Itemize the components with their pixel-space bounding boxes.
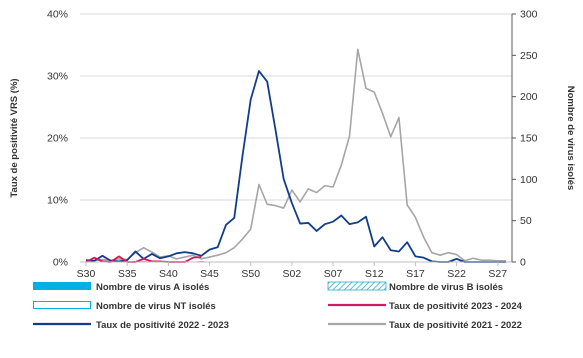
legend-item-rate-2021-2022: Taux de positivité 2021 - 2022 <box>328 320 522 331</box>
legend-item-virus-a: Nombre de virus A isolés <box>33 282 209 293</box>
y-right-tick-label: 150 <box>520 133 538 145</box>
legend-label-rate-2021-2022: Taux de positivité 2021 - 2022 <box>389 320 522 331</box>
legend-swatch-virus-b <box>327 281 387 291</box>
x-tick-label: S35 <box>118 268 137 280</box>
y-right-tick-label: 300 <box>520 9 538 21</box>
x-axis: S30 S35 S40 S45 S50 S02 S07 S12 S17 S22 S27 <box>77 262 507 280</box>
legend-item-virus-nt: Nombre de virus NT isolés <box>33 301 216 312</box>
legend-label-rate-2023-2024: Taux de positivité 2023 - 2024 <box>389 301 523 312</box>
y-right-tick-label: 0 <box>520 257 526 269</box>
x-tick-label: S07 <box>324 268 343 280</box>
legend: Nombre de virus A isolés Nombre de virus… <box>33 281 523 331</box>
y-left-axis-title: Taux de positivité VRS (%) <box>9 78 20 197</box>
legend-label-rate-2022-2023: Taux de positivité 2022 - 2023 <box>96 320 229 331</box>
gridlines <box>80 13 512 201</box>
x-tick-label: S45 <box>200 268 219 280</box>
series-line-2021-2022 <box>85 48 506 262</box>
x-tick-label: S30 <box>77 268 96 280</box>
y-left-tick-label: 40% <box>47 9 68 21</box>
x-tick-label: S27 <box>488 268 507 280</box>
x-tick-label: S17 <box>406 268 425 280</box>
y-right-axis-title: Nombre de virus isolés <box>565 86 576 191</box>
y-left-tick-label: 0% <box>53 257 68 269</box>
legend-swatch-virus-a <box>33 282 91 290</box>
y-left-tick-label: 30% <box>47 71 68 83</box>
y-left-tick-label: 10% <box>47 195 68 207</box>
x-tick-label: S12 <box>365 268 384 280</box>
y-right-tick-label: 50 <box>520 215 532 227</box>
y-left-axis: 0% 10% 20% 30% 40% <box>47 9 68 269</box>
legend-label-virus-b: Nombre de virus B isolés <box>389 282 503 293</box>
x-tick-label: S22 <box>447 268 466 280</box>
legend-swatch-virus-nt <box>33 301 91 309</box>
legend-item-virus-b: Nombre de virus B isolés <box>327 281 503 293</box>
x-tick-label: S02 <box>283 268 302 280</box>
y-right-tick-label: 250 <box>520 50 538 62</box>
x-tick-label: S50 <box>241 268 260 280</box>
y-right-tick-label: 200 <box>520 91 538 103</box>
y-right-tick-label: 100 <box>520 174 538 186</box>
legend-label-virus-nt: Nombre de virus NT isolés <box>96 301 216 312</box>
legend-label-virus-a: Nombre de virus A isolés <box>96 282 209 293</box>
x-tick-label: S40 <box>159 268 178 280</box>
y-right-axis: 0 50 100 150 200 250 300 <box>512 9 538 269</box>
series-lines <box>85 48 506 263</box>
y-left-tick-label: 20% <box>47 133 68 145</box>
series-line-2022-2023 <box>85 70 506 263</box>
legend-item-rate-2023-2024: Taux de positivité 2023 - 2024 <box>328 301 523 312</box>
legend-item-rate-2022-2023: Taux de positivité 2022 - 2023 <box>33 320 229 331</box>
plot-area <box>80 13 513 263</box>
